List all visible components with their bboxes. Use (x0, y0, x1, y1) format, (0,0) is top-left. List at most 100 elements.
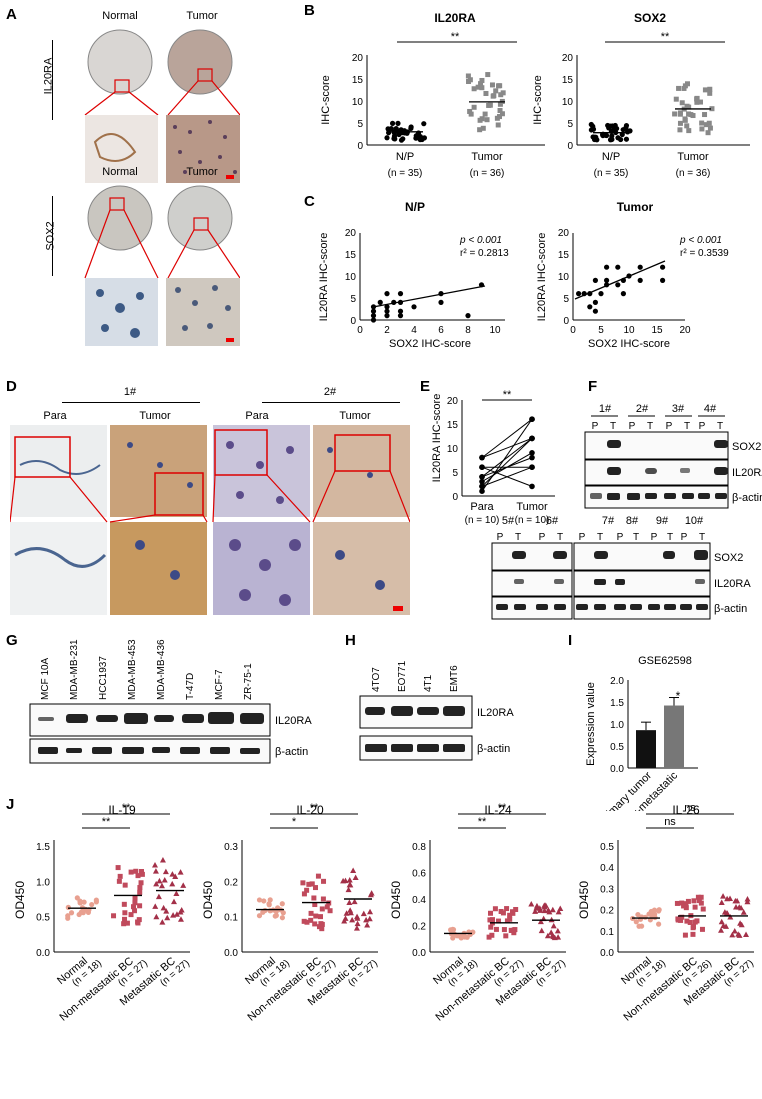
panel-b-ytick: 20 (352, 53, 364, 64)
panel-j-ytick: 0.8 (412, 842, 426, 853)
panel-c-point (604, 264, 610, 270)
panel-b-point (391, 133, 398, 139)
panel-h-row-label: β-actin (477, 743, 510, 755)
panel-f-p: P (592, 421, 599, 432)
panel-c-point (370, 317, 377, 323)
panel-b-point (702, 87, 708, 93)
panel-b-point (694, 96, 700, 102)
panel-b-sig-1: ** (451, 31, 460, 43)
panel-e-ytick: 5 (452, 468, 458, 479)
panel-j-point (279, 901, 285, 907)
panel-j-point (549, 932, 556, 938)
panel-j-point (699, 926, 705, 932)
panel-b-letter: B (304, 2, 315, 19)
panel-b-point (593, 134, 599, 140)
panel-e-point (529, 454, 535, 461)
panel-j-point (308, 910, 314, 916)
panel-b-ytick: 10 (562, 97, 574, 108)
panel-c-point (384, 308, 390, 314)
panel-j-point (723, 910, 730, 916)
panel-b-point (493, 88, 499, 94)
panel-c-point (370, 308, 377, 314)
panel-b-point (399, 130, 406, 136)
panel-a-il20ra-images (84, 29, 240, 183)
panel-f-case: 6# (546, 515, 559, 527)
panel-j-ytick: 0.1 (600, 927, 614, 938)
panel-h-lane-label: 4T1 (423, 674, 434, 692)
panel-j-point (513, 906, 519, 912)
panel-j-point (555, 908, 562, 915)
panel-f-t: T (557, 532, 563, 543)
panel-e-point (529, 435, 535, 442)
panel-c-point (615, 282, 621, 288)
panel-i-ytick: 0.0 (610, 764, 624, 775)
panel-f-case: 8# (626, 515, 639, 527)
panel-j-point (89, 901, 95, 908)
panel-j-ylabel: OD450 (201, 881, 215, 919)
panel-j-point (122, 916, 128, 922)
panel-j-point (508, 927, 514, 933)
panel-c-point (626, 273, 632, 279)
panel-c-fit-1 (372, 285, 486, 308)
panel-c-xtick: 5 (598, 325, 604, 336)
panel-c-xlabel-1: SOX2 IHC-score (389, 338, 471, 350)
panel-j-point (346, 876, 353, 883)
panel-c-point (411, 304, 417, 310)
panel-c-point (438, 291, 444, 297)
panel-j-point (135, 873, 141, 879)
panel-j-ytick: 0.0 (36, 948, 50, 959)
panel-b-point (479, 85, 485, 91)
panel-j-point (349, 916, 356, 923)
panel-b-point (415, 130, 422, 136)
panel-j-point (177, 916, 184, 922)
panel-j-ylabel: OD450 (577, 881, 591, 919)
panel-f-p: P (651, 532, 658, 543)
panel-b-point (623, 136, 630, 142)
panel-f-t: T (684, 421, 690, 432)
panel-c-point (587, 304, 593, 310)
panel-b-point (408, 125, 414, 132)
panel-j-point (152, 862, 159, 868)
panel-e-ytick: 10 (447, 444, 459, 455)
panel-i-ytick: 1.0 (610, 720, 624, 731)
panel-d-case1: 1# (123, 386, 137, 398)
panel-j-point (304, 887, 310, 893)
panel-c-ytick: 15 (558, 250, 570, 261)
panel-a-tumor-label-1: Tumor (186, 10, 218, 22)
panel-g-lane-label: MDA-MB-453 (127, 639, 138, 700)
panel-e-pair-line (481, 438, 533, 487)
panel-b-point (682, 83, 688, 89)
panel-j-ytick: 0.5 (600, 842, 614, 853)
panel-j-point (684, 918, 690, 924)
panel-e-pair-line (481, 466, 533, 487)
panel-b-point (386, 130, 392, 136)
panel-j-point (122, 910, 128, 916)
panel-j-point (636, 923, 642, 929)
panel-j-point (731, 927, 738, 934)
panel-j-point (130, 904, 136, 910)
panel-j-point (696, 898, 702, 904)
panel-d-case1-bar (62, 402, 200, 403)
panel-g-lane-label: MCF-7 (214, 669, 225, 700)
panel-j-point (267, 897, 273, 903)
panel-f-p: P (666, 421, 673, 432)
panel-j-point (354, 915, 361, 921)
panel-j-point (136, 917, 142, 923)
panel-b-point (495, 122, 501, 128)
panel-f-case: 4# (704, 403, 717, 415)
panel-i-ytick: 1.5 (610, 698, 624, 709)
panel-j-point (280, 910, 286, 916)
panel-e-ytick: 20 (447, 396, 459, 407)
panel-e-point (479, 483, 485, 490)
panel-b-point (483, 90, 489, 96)
panel-j-point (343, 910, 350, 916)
panel-i-chart: GSE62598 Expression value 0.0 0.5 1.0 1.5 2.… (585, 655, 698, 811)
panel-b-ytick: 5 (357, 119, 363, 130)
panel-b-ytick: 5 (567, 119, 573, 130)
panel-j-point (65, 904, 71, 910)
panel-c-xtick: 8 (465, 325, 471, 336)
panel-j-point (691, 898, 697, 904)
panel-h-lane-label: EMT6 (449, 665, 460, 692)
panel-c-point (478, 282, 485, 288)
